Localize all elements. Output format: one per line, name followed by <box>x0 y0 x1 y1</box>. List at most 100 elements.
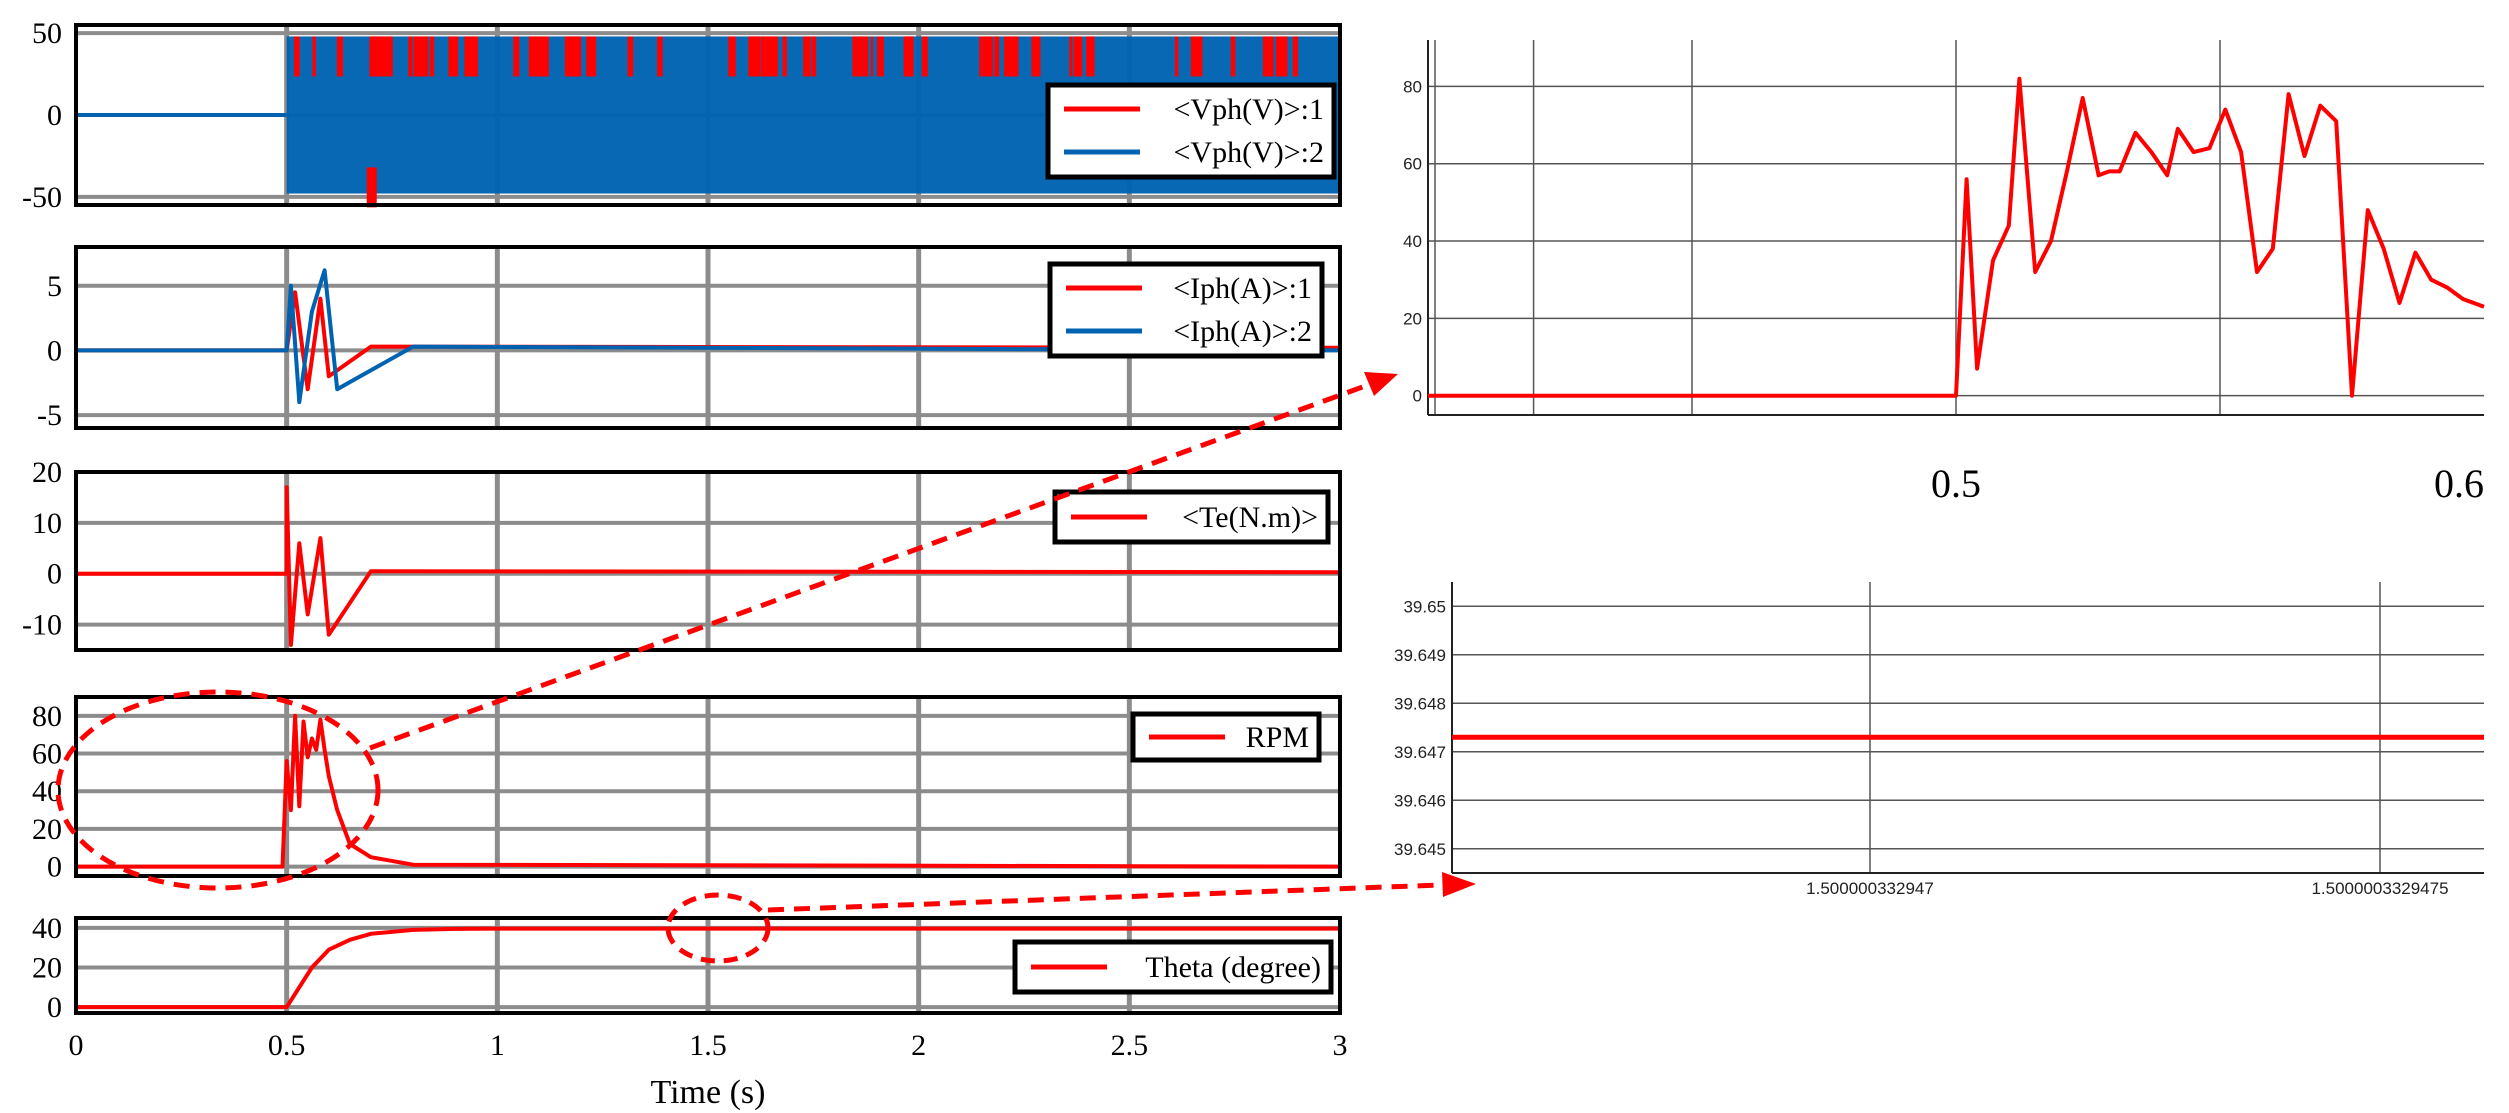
pwm-pulse <box>294 36 300 77</box>
pwm-pulse <box>528 36 540 77</box>
pwm-pulse <box>538 36 549 77</box>
x-tick-label: 3 <box>1333 1029 1348 1062</box>
x-tick-label: 2 <box>911 1029 926 1062</box>
pwm-pulse <box>418 36 429 77</box>
pwm-pulse <box>1292 36 1299 77</box>
legend-box <box>1047 261 1325 359</box>
y-tick-label: 0 <box>47 334 62 367</box>
pwm-pulse <box>979 36 982 77</box>
x-axis-label: Time (s) <box>651 1074 766 1111</box>
pwm-pulse <box>564 36 570 77</box>
pwm-pulse <box>429 36 435 77</box>
series-line-2 <box>76 268 1341 405</box>
pwm-pulse <box>1003 36 1013 77</box>
pwm-pulse <box>657 36 663 77</box>
y-tick-label: 39.648 <box>1394 694 1446 713</box>
pwm-pulse <box>366 167 377 208</box>
pwm-pulse <box>876 36 884 77</box>
y-tick-label: 0 <box>47 99 62 132</box>
zoom-annotations <box>55 372 1476 964</box>
pwm-pulse <box>982 36 993 77</box>
pwm-pulse <box>862 36 869 77</box>
x-tick-label: 0 <box>69 1029 84 1062</box>
legend-label: RPM <box>1246 721 1309 754</box>
series-pwm-red <box>294 36 1299 208</box>
pwm-pulse <box>312 36 316 77</box>
plot-area <box>1452 582 2484 873</box>
panel-theta: 0 20 40 Theta (degree) 0 0.5 1 1.5 2 2.5 3 Time (s) <box>32 912 1348 1111</box>
legend-label: Theta (degree) <box>1145 951 1321 984</box>
pwm-pulse <box>921 36 928 77</box>
legend-label: <Vph(V)>:1 <box>1174 93 1324 126</box>
x-tick-label: 1.500000332947 <box>1806 879 1934 898</box>
plot-frame <box>74 470 1342 652</box>
pwm-pulse <box>811 36 817 77</box>
legend-box <box>1045 82 1337 180</box>
legend: RPM <box>1130 711 1322 763</box>
pwm-pulse <box>413 36 421 77</box>
pwm-pulse <box>1031 36 1041 77</box>
pwm-pulse <box>905 36 913 77</box>
pwm-pulse <box>748 36 760 77</box>
x-tick-label: 2.5 <box>1111 1029 1149 1062</box>
x-tick-label: 1.5000003329475 <box>2311 879 2448 898</box>
y-tick-label: 39.647 <box>1394 743 1446 762</box>
legend: <Iph(A)>:1 <Iph(A)>:2 <box>1047 261 1325 359</box>
x-tick-label: 0.5 <box>1931 461 1981 506</box>
pwm-pulse <box>627 36 634 77</box>
pwm-pulse <box>1009 36 1019 77</box>
y-tick-label: 39.65 <box>1403 597 1446 616</box>
y-tick-label: 20 <box>1403 309 1422 328</box>
y-tick-label: 0 <box>47 991 62 1024</box>
y-tick-label: 0 <box>47 558 62 591</box>
x-tick-label: 0.6 <box>2434 461 2484 506</box>
zoom-arrow-rpm <box>369 382 1369 751</box>
pwm-pulse <box>586 36 597 77</box>
plot-frame <box>74 23 1342 207</box>
zoom-ellipse-theta <box>665 892 771 964</box>
y-tick-label: 60 <box>1403 155 1422 174</box>
y-tick-label: 40 <box>1403 232 1422 251</box>
y-tick-label: 20 <box>32 456 62 489</box>
panel-torque: -10 0 10 20 <Te(N.m)> <box>22 456 1342 652</box>
pwm-pulse <box>448 36 459 77</box>
pwm-pulse <box>870 36 874 77</box>
plot-frame <box>74 916 1342 1015</box>
pwm-pulse <box>767 36 778 77</box>
x-tick-label: 1.5 <box>689 1029 727 1062</box>
y-tick-label: 20 <box>32 951 62 984</box>
pwm-pulse <box>761 36 768 77</box>
y-tick-label: -10 <box>22 609 62 642</box>
legend-label: <Iph(A)>:2 <box>1173 315 1312 348</box>
y-tick-label: 60 <box>32 738 62 771</box>
panel-rpm-zoom: 0 20 40 60 80 0.5 0.6 <box>1403 40 2485 506</box>
pwm-pulse <box>1086 36 1095 77</box>
pwm-pulse <box>1275 36 1288 77</box>
x-tick-label: 0.5 <box>268 1029 306 1062</box>
pwm-pulse <box>803 36 811 77</box>
legend: Theta (degree) <box>1012 939 1334 995</box>
series-line-1 <box>76 485 1341 647</box>
y-tick-label: 39.649 <box>1394 646 1446 665</box>
zoom-arrow-theta <box>767 882 1441 913</box>
y-tick-label: 50 <box>32 17 62 50</box>
pwm-pulse <box>408 36 413 77</box>
pwm-pulse <box>370 36 382 77</box>
pwm-pulse <box>464 36 467 77</box>
pwm-pulse <box>1069 36 1073 77</box>
y-tick-label: 5 <box>47 270 62 303</box>
series-line-1 <box>76 926 1340 1010</box>
y-tick-label: 20 <box>32 813 62 846</box>
y-tick-label: 39.646 <box>1394 791 1446 810</box>
y-tick-label: 0 <box>1413 387 1422 406</box>
pwm-pulse <box>1262 36 1274 77</box>
legend: <Te(N.m)> <box>1052 489 1331 545</box>
series-line-1 <box>1428 76 2485 398</box>
legend-label: <Iph(A)>:1 <box>1173 272 1312 305</box>
y-tick-label: 40 <box>32 912 62 945</box>
pwm-pulse <box>1073 36 1083 77</box>
y-tick-label: 39.645 <box>1394 840 1446 859</box>
pwm-pulse <box>380 36 393 77</box>
